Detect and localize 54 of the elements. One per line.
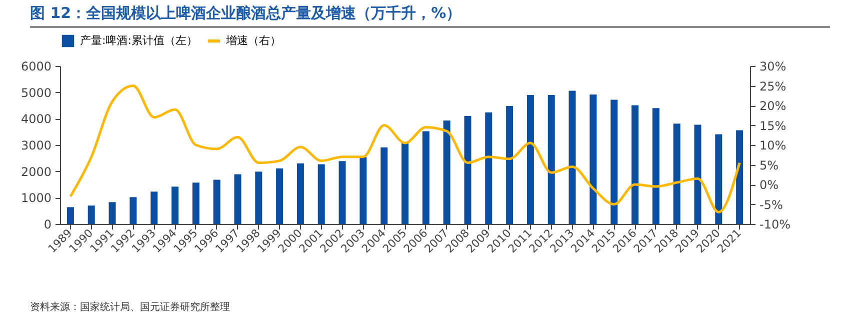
y2-tick-label: 10% [760,138,786,152]
bar [192,182,200,224]
text: 资料来源：国家统计局、国元证券研究所整理 [30,300,230,314]
chart-title: 图 12：全国规模以上啤酒企业酿酒总产量及增速（万千升，%） [30,4,830,28]
bar [548,94,555,224]
bar [234,174,242,224]
bar [464,116,472,224]
legend-label: 增速（右） [225,34,281,47]
bar [632,105,638,224]
y2-tick-label: 15% [760,118,786,133]
bar [443,120,450,224]
bar [318,164,325,224]
y-tick-label: 6000 [20,60,52,74]
y2-tick-label: 5% [760,158,779,172]
bar [506,106,514,224]
bar [652,108,660,224]
bar [380,147,388,224]
bar [130,197,137,224]
bar [338,161,346,224]
y2-tick-label: 20% [760,99,786,113]
y-tick-label: 3000 [20,138,52,152]
bar [526,94,534,224]
bar [213,180,220,224]
y-tick-label: 0 [44,218,52,232]
line-series [69,84,741,214]
bar [673,124,680,224]
y-tick-label: 1000 [20,191,52,206]
bar [276,168,284,224]
y-tick-label: 2000 [20,164,52,179]
bar [422,131,430,224]
y-tick-label: 4000 [20,112,52,126]
bar [360,157,367,224]
bar [402,143,408,224]
y2-tick-label: 25% [760,79,786,94]
bar [485,112,492,224]
bar [296,163,304,224]
bar [610,100,618,224]
y2-tick-label: -5% [760,198,783,212]
y2-tick-label: 0% [760,178,779,192]
bar [88,206,95,224]
y-tick-label: 5000 [20,86,52,100]
y2-tick-label: -10% [760,218,791,232]
bar [694,124,702,224]
bar [172,186,178,224]
bar [590,94,597,224]
bar [150,192,158,224]
y2-tick-label: 30% [760,60,786,74]
bar [108,202,116,224]
bar [736,130,744,224]
bar [568,90,576,224]
legend-label: 产量:啤酒:累计值（左） [80,34,198,47]
bar [255,172,262,224]
bar [715,134,722,224]
bar [66,207,74,224]
